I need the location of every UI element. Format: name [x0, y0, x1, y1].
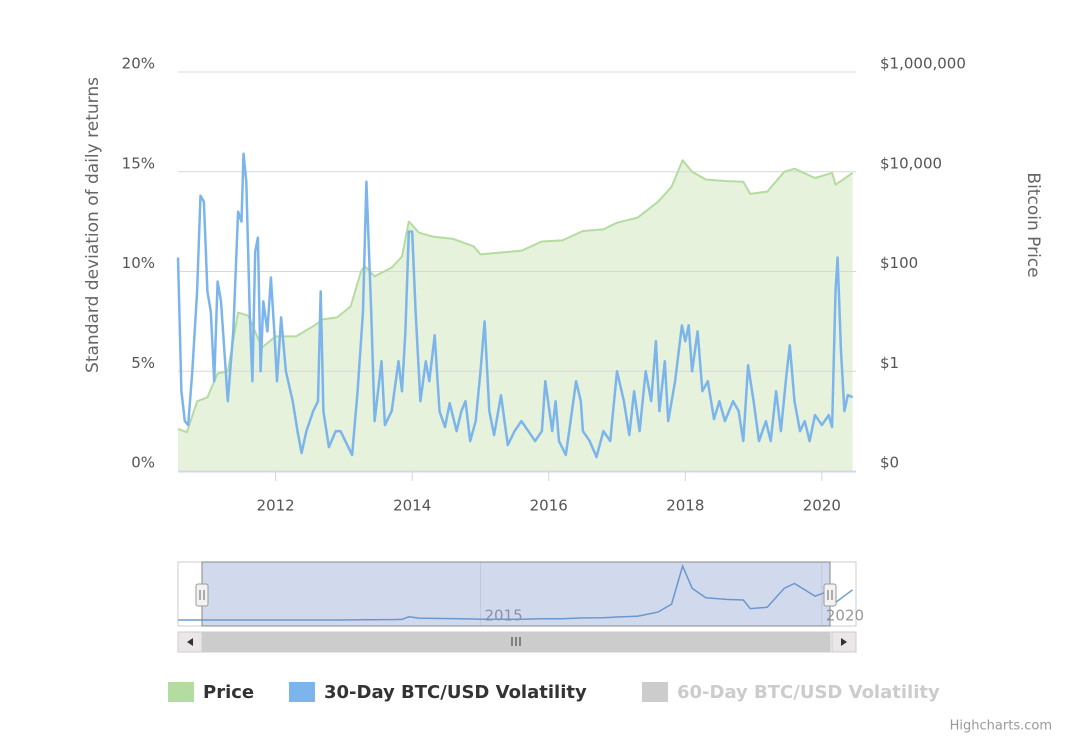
x-tick-label: 2018 — [666, 497, 704, 515]
navigator-line — [178, 563, 854, 621]
arrow-left — [187, 638, 193, 646]
y-tick-label: 20% — [122, 55, 155, 73]
y2-tick-label: $10,000 — [880, 154, 942, 172]
x-tick-label: 2016 — [530, 497, 568, 515]
navigator-tick-label: 2015 — [484, 607, 522, 625]
y2-tick-label: $100 — [880, 254, 918, 272]
legend-label[interactable]: Price — [203, 682, 254, 703]
navigator-selection[interactable] — [201, 561, 831, 627]
x-tick-label: 2020 — [803, 497, 841, 515]
navigator-handle[interactable] — [823, 583, 837, 607]
legend-symbol[interactable] — [642, 682, 668, 702]
legend-symbol[interactable] — [168, 682, 194, 702]
y2-axis-title: Bitcoin Price — [1023, 172, 1043, 277]
y2-tick-label: $0 — [880, 454, 899, 472]
price-area — [178, 160, 853, 472]
navigator-frame — [177, 561, 857, 627]
legend-label[interactable]: 30-Day BTC/USD Volatility — [324, 682, 587, 703]
navigator[interactable] — [177, 561, 857, 627]
x-tick-label: 2014 — [393, 497, 431, 515]
credits[interactable]: Highcharts.com — [950, 719, 1052, 734]
x-tick-label: 2012 — [257, 497, 295, 515]
y2-tick-label: $1,000,000 — [880, 55, 966, 73]
volatility-line — [176, 152, 854, 459]
y-axis-title: Standard deviation of daily returns — [83, 77, 103, 373]
y2-tick-label: $1 — [880, 354, 899, 372]
legend-label[interactable]: 60-Day BTC/USD Volatility — [677, 682, 940, 703]
legend-symbol[interactable] — [289, 682, 315, 702]
y-tick-label: 10% — [122, 254, 155, 272]
navigator-handle[interactable] — [195, 583, 209, 607]
y-tick-label: 5% — [131, 354, 155, 372]
navigator-tick-label: 2020 — [826, 607, 864, 625]
y-tick-label: 15% — [122, 154, 155, 172]
y-tick-label: 0% — [131, 454, 155, 472]
arrow-right — [841, 638, 847, 646]
